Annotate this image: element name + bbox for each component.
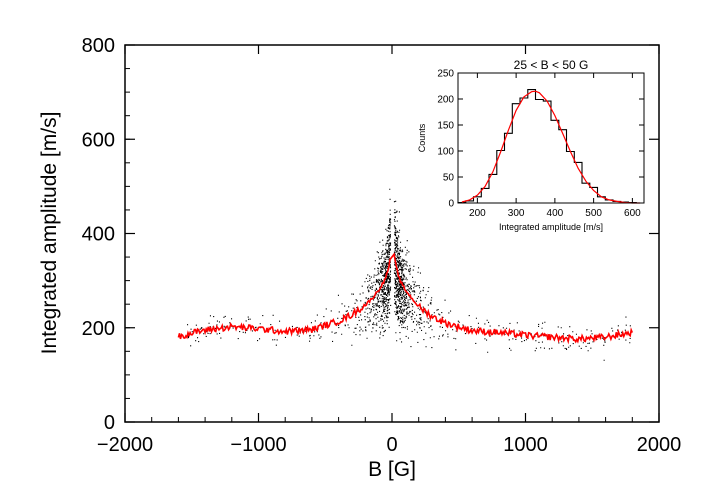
- main-y-tick-label: 600: [82, 129, 115, 151]
- main-x-tick-label: 2000: [637, 434, 682, 456]
- main-x-tick-label: 0: [386, 434, 397, 456]
- main-x-tick-label: −2000: [97, 434, 153, 456]
- inset-title: 25 < B < 50 G: [514, 58, 589, 72]
- main-scatter-point-cloud: [187, 188, 631, 361]
- inset-x-tick-label: 600: [624, 208, 641, 219]
- inset-y-tick-label: 100: [437, 147, 454, 158]
- inset-x-tick-label: 300: [508, 208, 525, 219]
- inset-plot-frame: [457, 72, 645, 204]
- main-y-axis-label: Integrated amplitude [m/s]: [38, 112, 61, 355]
- inset-y-ticks: 0 50 100 150 200 250: [437, 69, 644, 210]
- inset-y-tick-label: 200: [437, 95, 454, 106]
- inset-chart: 200 300 400 500 600 0 50 100 150 200 250 25 < B <…: [417, 58, 645, 232]
- inset-x-tick-label: 500: [585, 208, 602, 219]
- main-y-tick-label: 200: [82, 318, 115, 340]
- inset-histogram: [457, 89, 644, 204]
- inset-background: [458, 73, 644, 203]
- inset-x-axis-label: Integrated amplitude [m/s]: [499, 222, 603, 232]
- inset-y-tick-label: 150: [437, 121, 454, 132]
- inset-y-tick-label: 250: [437, 69, 454, 80]
- inset-gaussian-fit: [461, 90, 641, 204]
- inset-x-tick-label: 400: [547, 208, 564, 219]
- main-scatter-points: [187, 188, 631, 361]
- inset-y-tick-label: 0: [448, 199, 454, 210]
- inset-y-tick-label: 50: [443, 173, 455, 184]
- main-x-axis-label: B [G]: [368, 458, 416, 481]
- main-mean-line: [177, 252, 634, 345]
- main-y-tick-label: 800: [82, 35, 115, 57]
- main-y-ticks: 0 200 400 600 800: [82, 35, 659, 434]
- main-y-tick-label: 0: [104, 412, 115, 434]
- main-x-tick-label: 1000: [503, 434, 548, 456]
- inset-x-tick-label: 200: [469, 208, 486, 219]
- main-x-ticks: −2000 −1000 0 1000 2000: [97, 45, 681, 456]
- inset-y-axis-label: Counts: [417, 123, 427, 152]
- inset-x-ticks: 200 300 400 500 600: [469, 73, 641, 219]
- main-x-tick-label: −1000: [230, 434, 286, 456]
- main-y-tick-label: 400: [82, 224, 115, 246]
